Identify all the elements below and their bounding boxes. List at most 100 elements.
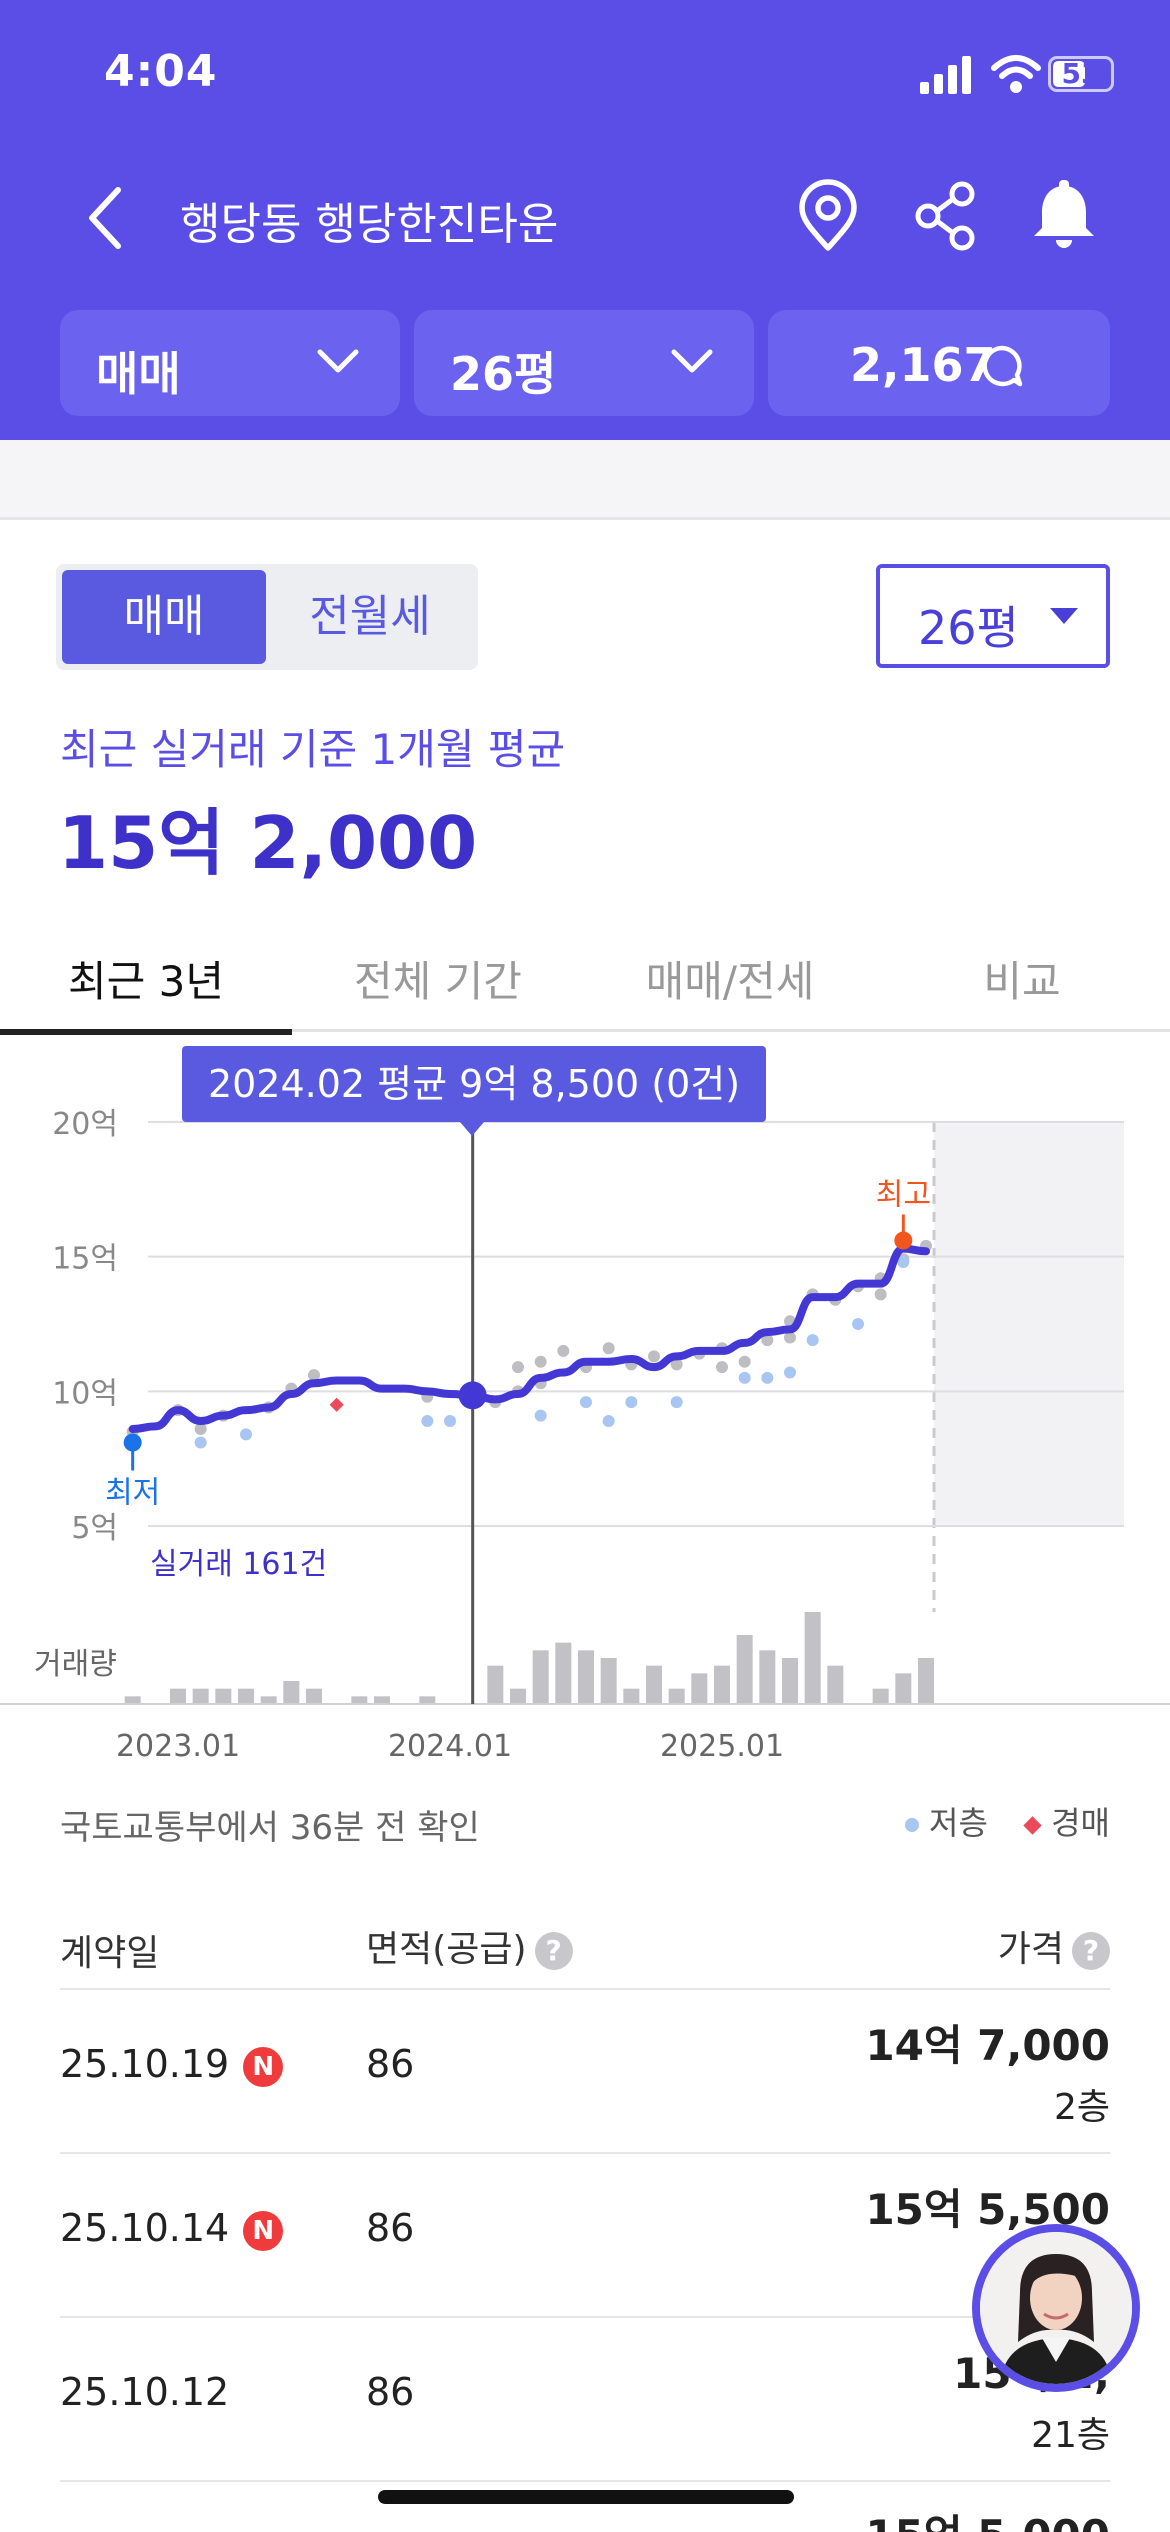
- row-date-text: 25.10.14: [60, 2206, 230, 2250]
- bell-icon[interactable]: [1026, 178, 1102, 254]
- volume-bar: [895, 1673, 912, 1704]
- y-tick-label: 20억: [52, 1107, 118, 1142]
- status-icons: 53: [918, 50, 1118, 100]
- home-indicator: [378, 2490, 794, 2504]
- segment-sale[interactable]: 매매: [62, 570, 266, 664]
- average-caption: 최근 실거래 기준 1개월 평균: [60, 725, 566, 774]
- tab-compare[interactable]: 비교: [876, 934, 1168, 1032]
- chevron-down-icon: [671, 349, 713, 373]
- volume-bar: [714, 1665, 730, 1704]
- volume-bar: [306, 1688, 322, 1704]
- volume-bar: [487, 1665, 504, 1704]
- volume-bar: [646, 1665, 662, 1704]
- volume-bar: [170, 1688, 186, 1704]
- chevron-down-icon: [317, 349, 359, 373]
- location-pin-icon[interactable]: [790, 178, 866, 254]
- row-price: 15억 5,000: [865, 2502, 1110, 2532]
- size-dropdown[interactable]: 26평: [876, 564, 1110, 668]
- data-source: 국토교통부에서 36분 전 확인: [60, 1808, 480, 1848]
- volume-bar: [510, 1688, 526, 1704]
- volume-bar: [555, 1642, 572, 1704]
- price-chart[interactable]: 20억 15억 10억 5억 거래량 최저 최고 실거래 161건 2023.01 2024.01…: [0, 1032, 1170, 1762]
- volume-bar: [782, 1658, 798, 1704]
- auction-point: [329, 1397, 344, 1412]
- volume-bar: [283, 1681, 300, 1704]
- share-icon[interactable]: [908, 178, 984, 254]
- tab-all-period[interactable]: 전체 기간: [292, 934, 584, 1032]
- low-floor-point: [625, 1396, 638, 1409]
- period-tabs: 최근 3년 전체 기간 매매/전세 비교: [0, 922, 1170, 1035]
- low-floor-legend-dot: [905, 1818, 920, 1832]
- speech-bubble-icon: [982, 345, 1023, 387]
- row-date: 25.10.12: [60, 2370, 230, 2414]
- tab-recent-3y[interactable]: 최근 3년: [0, 934, 292, 1035]
- row-floor: 21층: [1031, 2415, 1110, 2456]
- help-icon[interactable]: ?: [1072, 1932, 1110, 1970]
- trade-point: [648, 1350, 660, 1363]
- volume-bar: [260, 1696, 277, 1704]
- trade-point: [716, 1361, 728, 1374]
- complex-title: 행당동 행당한진타운: [180, 199, 559, 250]
- size-filter[interactable]: 26평: [414, 310, 754, 416]
- low-floor-point: [897, 1256, 910, 1269]
- y-tick-label: 15억: [52, 1242, 118, 1277]
- table-row[interactable]: 25.10.12 86 15억 2, 21층: [60, 2318, 1110, 2482]
- table-row[interactable]: 25.10.14 N 86 15억 5,500: [60, 2154, 1110, 2318]
- volume-bar: [827, 1665, 844, 1704]
- volume-bar: [374, 1696, 390, 1704]
- new-badge: N: [243, 2046, 284, 2087]
- chart-tooltip: 2024.02 평균 9억 8,500 (0건): [182, 1046, 766, 1122]
- trade-point: [670, 1358, 683, 1371]
- volume-bar: [215, 1688, 232, 1704]
- table-row[interactable]: 15억 5,000: [60, 2482, 1110, 2532]
- average-price-line: [128, 1244, 930, 1434]
- row-floor: 2층: [1053, 2087, 1110, 2128]
- caret-down-icon: [1050, 608, 1078, 624]
- volume-bar: [759, 1650, 776, 1704]
- segment-rent[interactable]: 전월세: [309, 591, 431, 642]
- volume-bar: [918, 1658, 934, 1704]
- trade-type-filter[interactable]: 매매: [60, 310, 400, 416]
- auction-legend-marker: [1023, 1815, 1042, 1835]
- tooltip-arrow: [460, 1122, 484, 1136]
- trade-point: [194, 1423, 207, 1436]
- future-area: [934, 1122, 1124, 1526]
- back-arrow-icon[interactable]: [80, 182, 130, 254]
- low-point-marker: [123, 1433, 142, 1452]
- volume-bar: [600, 1658, 617, 1704]
- trade-point: [874, 1288, 887, 1301]
- high-point-label: 최고: [876, 1178, 931, 1213]
- low-floor-point: [738, 1371, 751, 1384]
- trade-point: [738, 1355, 751, 1368]
- size-dropdown-label: 26평: [918, 601, 1019, 655]
- trade-point: [784, 1331, 796, 1344]
- low-floor-point: [784, 1366, 796, 1379]
- agent-avatar[interactable]: [972, 2224, 1140, 2392]
- volume-bar: [804, 1612, 821, 1704]
- y-tick-label: 5억: [71, 1511, 118, 1546]
- chart-legend: 저층 경매: [905, 1798, 1110, 1844]
- comments-button[interactable]: 2,167: [768, 310, 1110, 416]
- trade-count-label: 실거래 161건: [150, 1547, 327, 1582]
- volume-bar: [238, 1688, 254, 1704]
- trade-segment-control: 매매 전월세: [56, 564, 478, 670]
- legend-low-floor: 저층: [929, 1804, 988, 1842]
- header-price-label: 가격: [997, 1929, 1064, 1970]
- low-floor-point: [602, 1414, 615, 1427]
- x-tick-label: 2023.01: [116, 1729, 240, 1762]
- row-area: 86: [366, 2206, 415, 2250]
- volume-bar: [691, 1673, 708, 1704]
- trade-table-header: 계약일 면적(공급)? 가격?: [60, 1910, 1110, 1990]
- tab-label: 비교: [983, 957, 1061, 1006]
- row-date-text: 25.10.19: [60, 2042, 230, 2086]
- table-row[interactable]: 25.10.19 N 86 14억 7,000 2층: [60, 1990, 1110, 2154]
- tab-sale-jeonse[interactable]: 매매/전세: [584, 934, 876, 1032]
- low-floor-point: [444, 1414, 456, 1427]
- volume-bar: [124, 1696, 141, 1704]
- help-icon[interactable]: ?: [534, 1932, 573, 1970]
- size-filter-label: 26평: [450, 347, 557, 401]
- row-date: 25.10.14 N: [60, 2206, 284, 2251]
- avatar-portrait-icon: [980, 2232, 1132, 2384]
- volume-bar: [623, 1688, 640, 1704]
- header-date: 계약일: [60, 1933, 160, 1974]
